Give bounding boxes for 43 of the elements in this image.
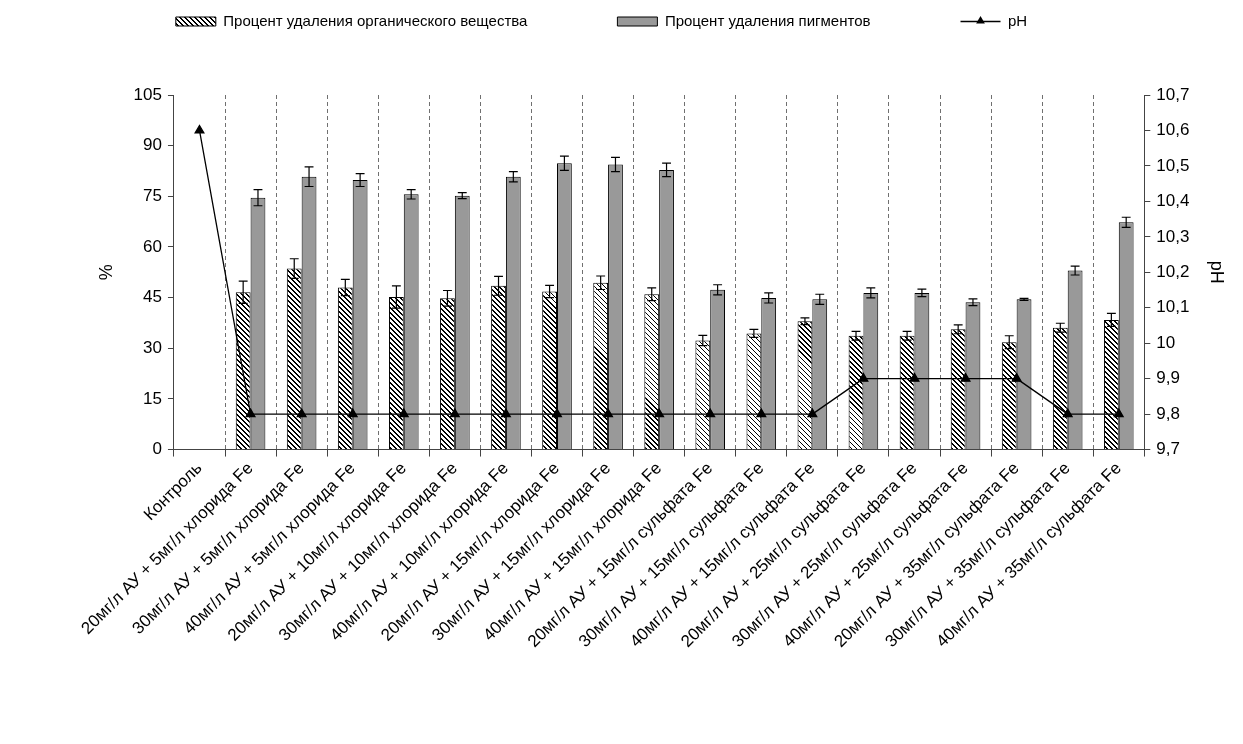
point: [654, 408, 665, 418]
y2-tick-label: 10,4: [1156, 191, 1190, 211]
point: [194, 124, 205, 134]
y2-tick-label: 10,6: [1156, 120, 1190, 140]
y2-tick-label: 10,7: [1156, 84, 1190, 104]
point: [449, 408, 460, 418]
y-tick-label: 60: [143, 236, 162, 256]
point: [1011, 372, 1022, 382]
legend-label: Процент удаления органического вещества: [223, 11, 529, 29]
point: [960, 372, 971, 382]
point: [807, 408, 818, 418]
legend-label: pH: [1008, 11, 1028, 29]
point: [603, 408, 614, 418]
point: [756, 408, 767, 418]
y2-tick-label: 9,7: [1156, 439, 1180, 459]
y-tick-label: 105: [133, 84, 162, 104]
y-tick-label: 15: [143, 388, 162, 408]
y-tick-label: 30: [143, 337, 162, 357]
y2-tick-label: 10: [1156, 332, 1176, 352]
y2-tick-label: 10,5: [1156, 155, 1190, 175]
legend-label: Процент удаления пигментов: [664, 11, 871, 29]
point: [552, 408, 562, 418]
y-tick-label: 45: [143, 287, 162, 307]
y2-axis-title: pH: [1207, 260, 1228, 284]
y2-tick-label: 10,2: [1156, 261, 1190, 281]
point: [858, 372, 869, 382]
point: [1062, 408, 1073, 418]
point: [245, 408, 256, 418]
y-tick-label: 75: [143, 185, 162, 205]
y2-tick-label: 9,9: [1156, 368, 1180, 388]
point: [347, 408, 358, 418]
y-tick-label: 0: [152, 439, 162, 459]
point: [705, 408, 716, 418]
point: [296, 408, 307, 418]
y2-tick-label: 10,3: [1156, 226, 1190, 246]
y-tick-label: 90: [143, 135, 162, 155]
point: [1113, 408, 1124, 418]
point: [500, 408, 511, 418]
y-axis-title: %: [95, 264, 116, 281]
y2-tick-label: 9,8: [1156, 403, 1180, 423]
point: [398, 408, 409, 418]
y2-tick-label: 10,1: [1156, 297, 1190, 317]
point: [909, 372, 920, 382]
